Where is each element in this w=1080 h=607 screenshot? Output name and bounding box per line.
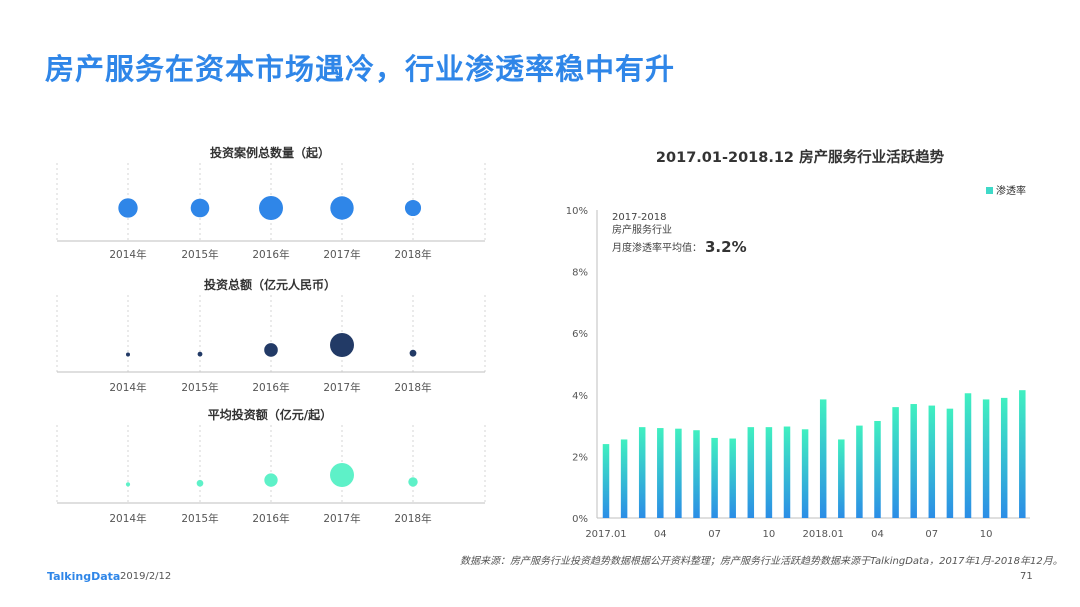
year-label: 2018年 [394,381,431,394]
penetration-bar [1000,397,1008,518]
penetration-bar [638,427,646,518]
bubble-2017年 [330,463,354,487]
penetration-bar [765,427,773,518]
bubble-2018年 [404,199,422,217]
y-tick-label: 2% [572,452,588,463]
bubble-2016年 [264,343,278,357]
year-label: 2015年 [181,512,218,525]
year-label: 2016年 [252,248,289,261]
bubble-2016年 [259,196,283,220]
bar-chart-title: 2017.01-2018.12 房产服务行业活跃趋势 [656,148,945,166]
investment-count-panel: 投资案例总数量（起） 2014年 2015年 2016年 2017年 2018年 [56,145,486,261]
investment-amount-panel: 投资总额（亿元人民币） 2014年 2015年 2016年 2017年 2018年 [56,277,486,394]
penetration-bar [838,439,845,518]
legend-label: 渗透率 [996,184,1026,197]
penetration-bar [928,405,936,518]
y-tick-label: 6% [572,329,588,340]
penetration-bar [982,399,990,518]
year-label: 2014年 [109,512,146,525]
year-label: 2015年 [181,381,218,394]
penetration-bar [602,444,610,518]
x-tick-label: 04 [871,529,884,540]
penetration-bar [783,426,791,518]
annotation-period: 2017-2018 [612,212,667,223]
bubble-2015年 [190,198,210,218]
bubble-2018年 [408,477,418,487]
penetration-bar [693,430,700,518]
bubble-2014年 [126,352,130,357]
penetration-bar [657,428,664,518]
x-tick-label: 2018.01 [803,529,844,540]
penetration-bar [946,408,954,518]
year-label: 2014年 [109,381,146,394]
bubble-2018年 [409,349,417,357]
penetration-bar [819,399,827,518]
year-label: 2017年 [323,381,360,394]
penetration-bar [1019,390,1026,518]
penetration-bar [747,427,755,518]
bubble-2017年 [330,333,354,357]
bubble-2015年 [196,479,204,487]
page-number: 71 [1020,571,1033,582]
y-tick-label: 10% [566,206,588,217]
year-label: 2018年 [394,512,431,525]
bubble-2016年 [264,473,278,487]
year-label: 2018年 [394,248,431,261]
page-title: 房产服务在资本市场遇冷，行业渗透率稳中有升 [45,52,676,86]
average-investment-title: 平均投资额（亿元/起） [208,407,332,422]
year-label: 2016年 [252,381,289,394]
x-tick-label: 04 [654,529,667,540]
year-label: 2015年 [181,248,218,261]
bubble-2014年 [118,198,138,218]
penetration-bar [856,425,863,518]
penetration-bar [711,437,718,518]
investment-count-title: 投资案例总数量（起） [210,145,330,160]
year-label: 2017年 [323,512,360,525]
x-tick-label: 10 [763,529,776,540]
penetration-bar [620,439,628,518]
x-tick-label: 07 [708,529,721,540]
penetration-bar [892,407,899,518]
legend-swatch [986,187,993,194]
year-label: 2014年 [109,248,146,261]
bubble-2014年 [125,482,131,487]
average-investment-panel: 平均投资额（亿元/起） 2014年 2015年 2016年 2017年 2018年 [56,407,486,525]
y-tick-label: 0% [572,514,588,525]
brand-logo: TalkingData [47,570,121,583]
year-label: 2017年 [323,248,360,261]
penetration-bar [801,429,809,518]
year-label: 2016年 [252,512,289,525]
x-tick-label: 07 [925,529,938,540]
data-source-note: 数据来源：房产服务行业投资趋势数据根据公开资料整理；房产服务行业活跃趋势数据来源… [460,556,1063,567]
x-tick-label: 2017.01 [585,529,626,540]
penetration-bar [729,438,736,518]
investment-amount-title: 投资总额（亿元人民币） [204,277,336,292]
penetration-bar [964,393,972,518]
annotation-industry: 房产服务行业 [612,223,672,236]
annotation-value: 3.2% [705,238,747,256]
penetration-bar [874,420,881,518]
bubble-2015年 [197,351,203,357]
bubble-2017年 [330,196,354,220]
y-tick-label: 4% [572,391,588,402]
report-date: 2019/2/12 [120,571,172,582]
y-tick-label: 8% [572,268,588,279]
x-tick-label: 10 [980,529,993,540]
penetration-bar [675,428,682,518]
penetration-bar [910,404,917,518]
annotation-label: 月度渗透率平均值： [612,241,702,254]
